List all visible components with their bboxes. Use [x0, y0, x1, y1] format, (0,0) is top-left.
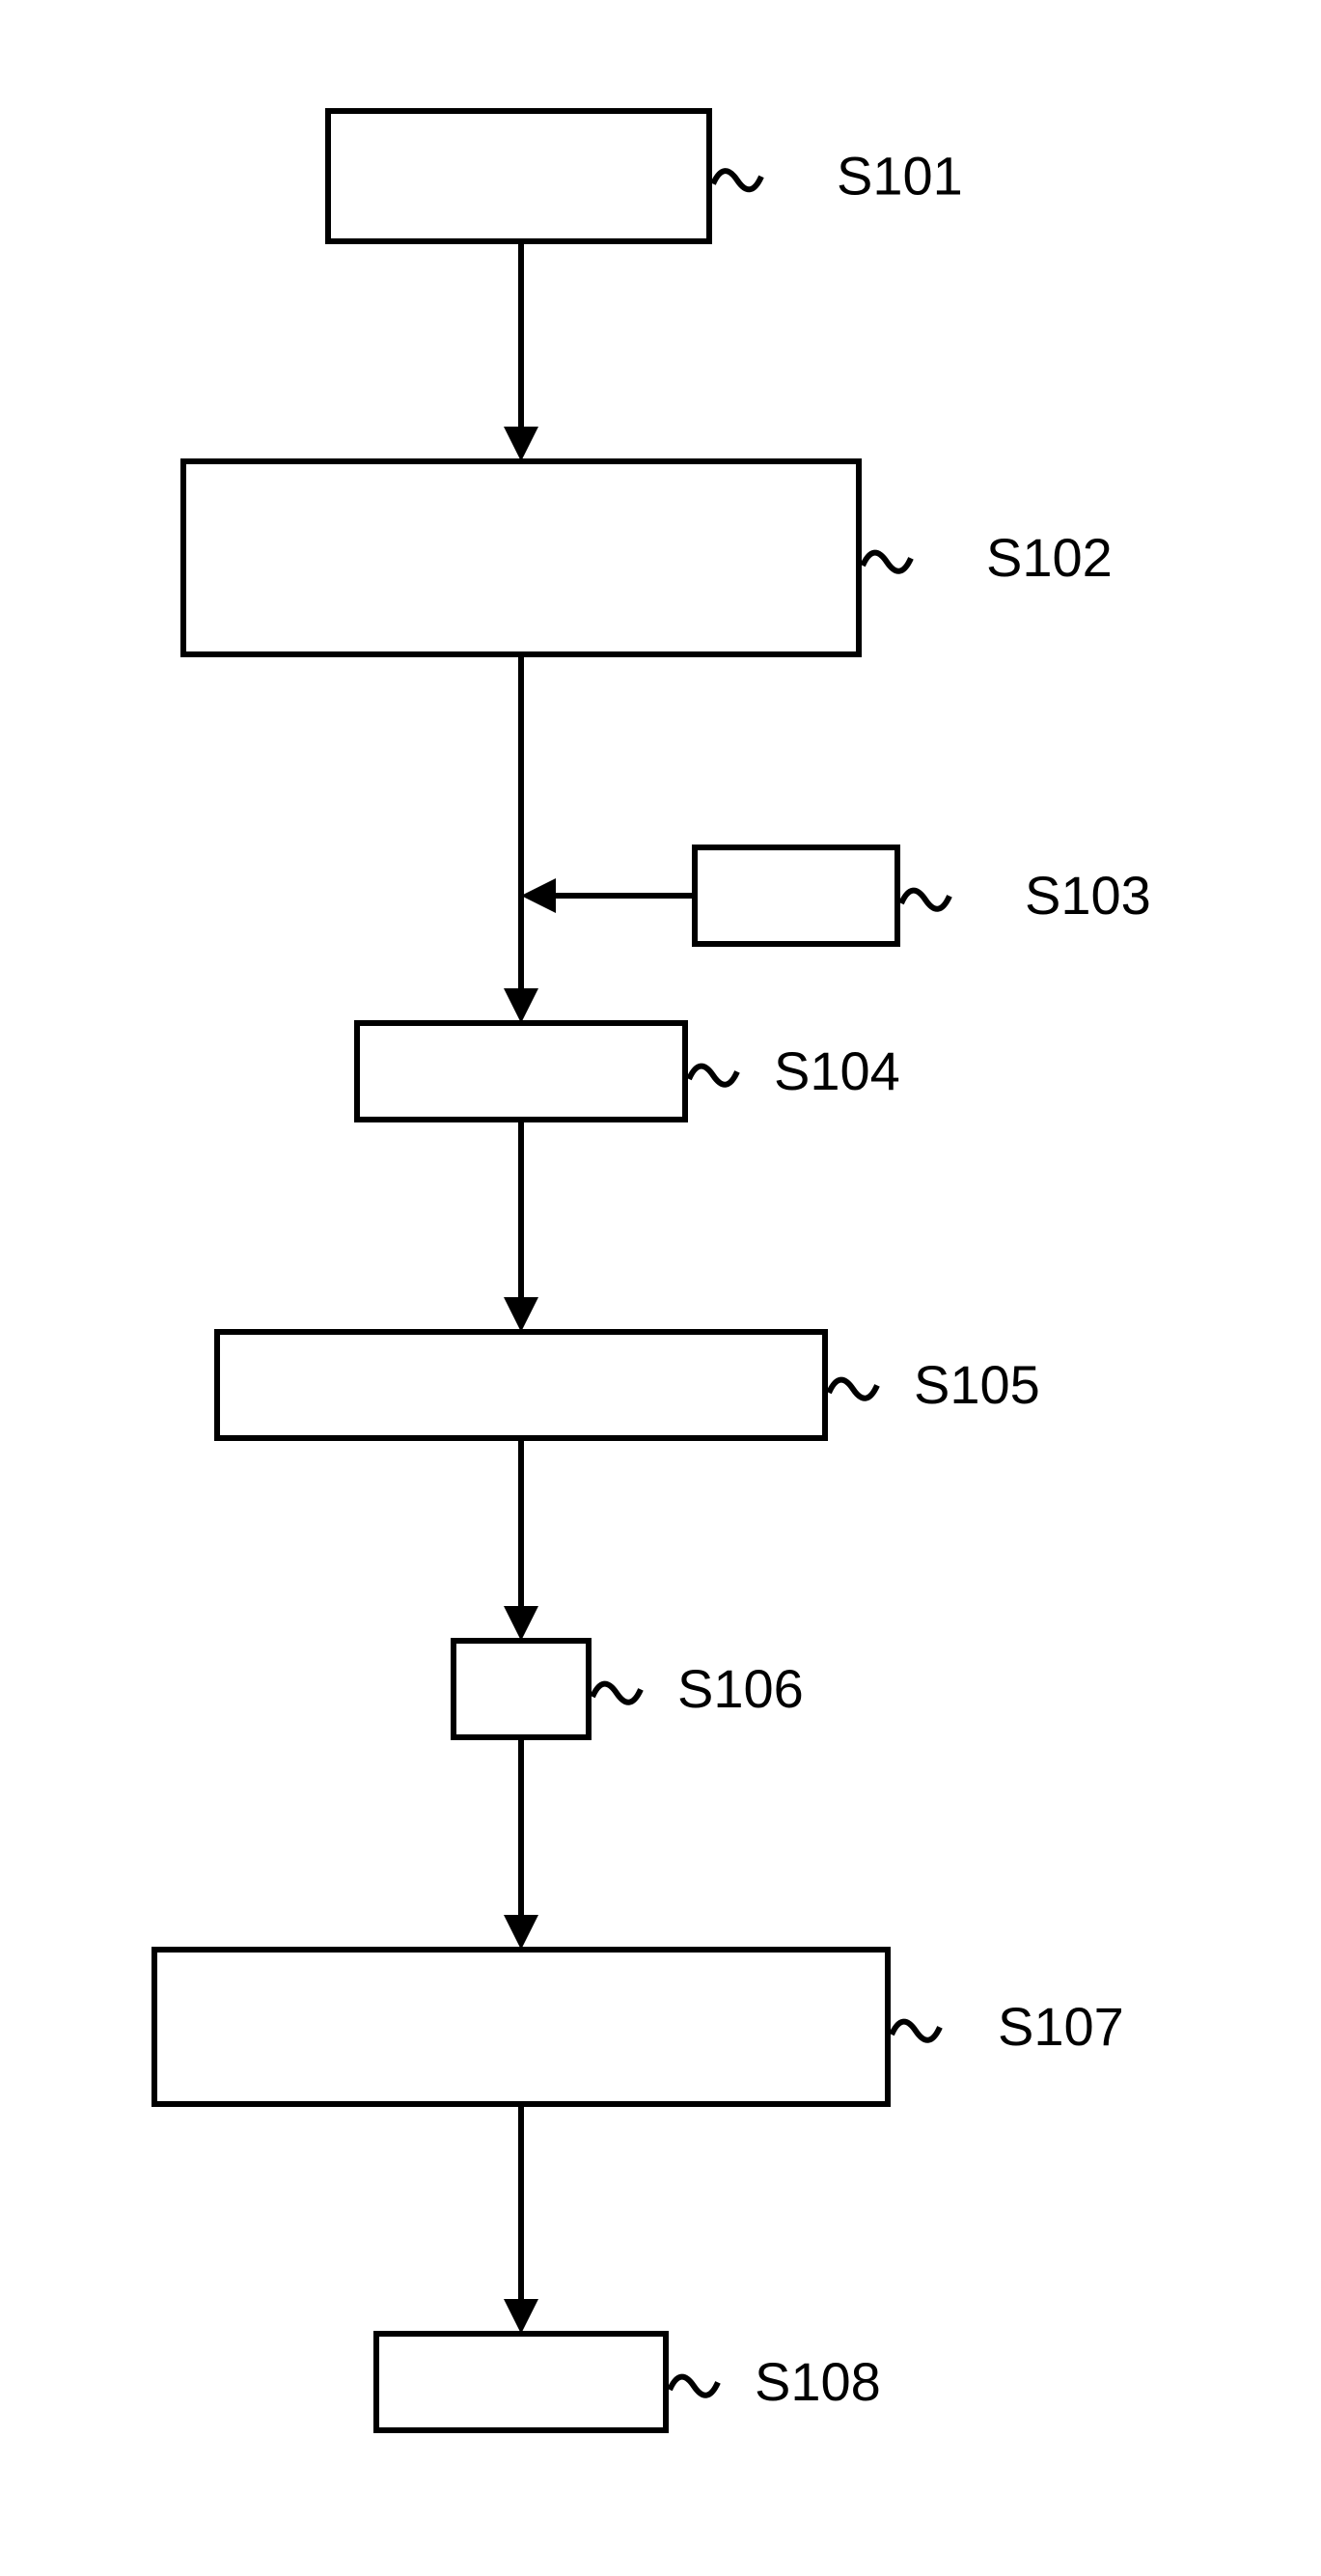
node-label: S102: [986, 527, 1113, 588]
node-label: S107: [998, 1996, 1124, 2057]
node-label: S104: [774, 1040, 900, 1101]
node-label: S108: [755, 2351, 881, 2412]
node-label: S106: [677, 1658, 804, 1719]
node-label: S105: [914, 1354, 1040, 1415]
flowchart-diagram: S101 S102 S103 S104 S105 S106 S107 S108: [0, 0, 1321, 2576]
node-label: S101: [837, 145, 963, 206]
node-label: S103: [1025, 865, 1151, 926]
